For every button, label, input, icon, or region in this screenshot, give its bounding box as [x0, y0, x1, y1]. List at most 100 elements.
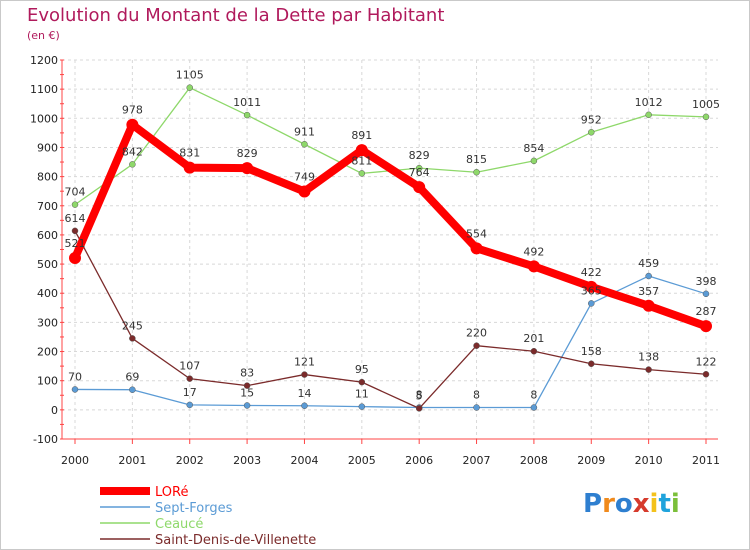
data-point — [71, 201, 79, 208]
data-point — [243, 111, 251, 119]
y-tick-label: 500 — [37, 258, 58, 271]
y-tick-label: 600 — [37, 229, 58, 242]
data-label: 854 — [523, 142, 544, 155]
axes: -100 0 100 200 300 400 500 600 700 800 900 1000 1100… — [30, 54, 720, 467]
data-point — [186, 84, 193, 91]
x-tick-label: 2005 — [348, 454, 376, 467]
data-point — [470, 242, 483, 255]
data-point — [129, 335, 136, 342]
data-label: 95 — [355, 363, 369, 376]
data-label: 287 — [696, 305, 717, 318]
legend: LORéSept-ForgesCeaucéSaint-Denis-de-Vill… — [100, 485, 316, 548]
y-tick-label: 800 — [37, 171, 58, 184]
data-point — [413, 181, 426, 194]
data-point — [588, 360, 595, 368]
data-point — [702, 113, 710, 121]
logo-letter: r — [602, 489, 615, 519]
data-label: 554 — [466, 227, 487, 240]
data-point — [129, 386, 136, 393]
data-point — [129, 161, 136, 168]
data-point — [358, 378, 366, 386]
x-tick-label: 2000 — [61, 454, 89, 467]
logo-letter: i — [649, 489, 659, 519]
data-label: 749 — [294, 170, 315, 183]
data-point — [71, 386, 79, 393]
data-point — [301, 371, 308, 378]
data-label: 8 — [530, 389, 537, 402]
data-label: 1005 — [692, 98, 720, 111]
data-point — [241, 162, 254, 175]
legend-entry: LORé — [155, 485, 188, 500]
data-label: 8 — [473, 389, 480, 402]
data-label: 201 — [523, 332, 544, 345]
data-label: 8 — [416, 389, 423, 402]
x-tick-label: 2010 — [635, 454, 663, 467]
data-point — [530, 157, 538, 165]
data-label: 521 — [65, 237, 86, 250]
y-tick-label: 400 — [37, 287, 58, 300]
series-line — [74, 275, 707, 409]
data-point — [645, 111, 652, 119]
data-point — [358, 170, 366, 177]
data-label: 829 — [237, 147, 258, 160]
x-tick-label: 2006 — [405, 454, 433, 467]
data-labels: 521 978 831 829 749 891 764 554 492 422 357 287 70 69… — [65, 69, 721, 403]
y-tick-label: 100 — [37, 375, 58, 388]
x-tick-label: 2011 — [692, 454, 720, 467]
y-tick-label: 1200 — [30, 54, 58, 67]
data-label: 831 — [179, 147, 200, 160]
data-point — [69, 251, 81, 264]
data-point — [700, 320, 712, 333]
data-label: 5 — [416, 389, 423, 402]
data-label: 492 — [523, 245, 544, 258]
data-point — [588, 300, 595, 307]
x-tick-label: 2004 — [290, 454, 318, 467]
data-label: 15 — [240, 386, 254, 399]
data-label: 1011 — [233, 96, 261, 109]
data-point — [301, 402, 308, 410]
data-label: 245 — [122, 319, 143, 332]
data-label: 459 — [638, 257, 659, 270]
data-point — [415, 164, 423, 172]
data-label: 829 — [409, 149, 430, 162]
data-point — [702, 290, 710, 298]
logo-letter: x — [632, 489, 650, 519]
data-label: 811 — [351, 154, 372, 167]
data-point — [358, 403, 366, 410]
grid — [62, 59, 718, 440]
x-tick-label: 2008 — [520, 454, 548, 467]
data-point — [473, 404, 480, 411]
data-label: 764 — [409, 166, 430, 179]
data-point — [645, 366, 652, 373]
legend-entry: Saint-Denis-de-Villenette — [155, 533, 316, 548]
data-label: 398 — [696, 275, 717, 288]
data-label: 422 — [581, 266, 602, 279]
data-point — [355, 144, 368, 157]
data-label: 1105 — [176, 69, 204, 82]
logo-letter: P — [583, 489, 603, 519]
data-label: 220 — [466, 327, 487, 340]
data-label: 842 — [122, 145, 143, 158]
data-label: 122 — [696, 355, 717, 368]
data-label: 70 — [68, 370, 82, 383]
data-label: 357 — [638, 285, 659, 298]
y-tick-label: 200 — [37, 346, 58, 359]
y-tick-label: -100 — [33, 433, 58, 446]
data-label: 11 — [355, 388, 369, 401]
data-point — [243, 402, 251, 409]
y-tick-label: 1000 — [30, 112, 58, 125]
data-point — [527, 260, 540, 273]
data-label: 83 — [240, 367, 254, 380]
data-point — [473, 342, 480, 349]
y-tick-label: 1100 — [30, 83, 58, 96]
data-point — [585, 280, 598, 293]
series-line — [74, 230, 707, 410]
proxiti-logo: Proxiti — [583, 489, 680, 519]
series — [69, 84, 712, 412]
x-tick-label: 2001 — [118, 454, 146, 467]
legend-entry: Sept-Forges — [155, 501, 233, 516]
data-point — [642, 299, 655, 312]
plot-area — [62, 60, 718, 439]
data-label: 17 — [183, 386, 197, 399]
